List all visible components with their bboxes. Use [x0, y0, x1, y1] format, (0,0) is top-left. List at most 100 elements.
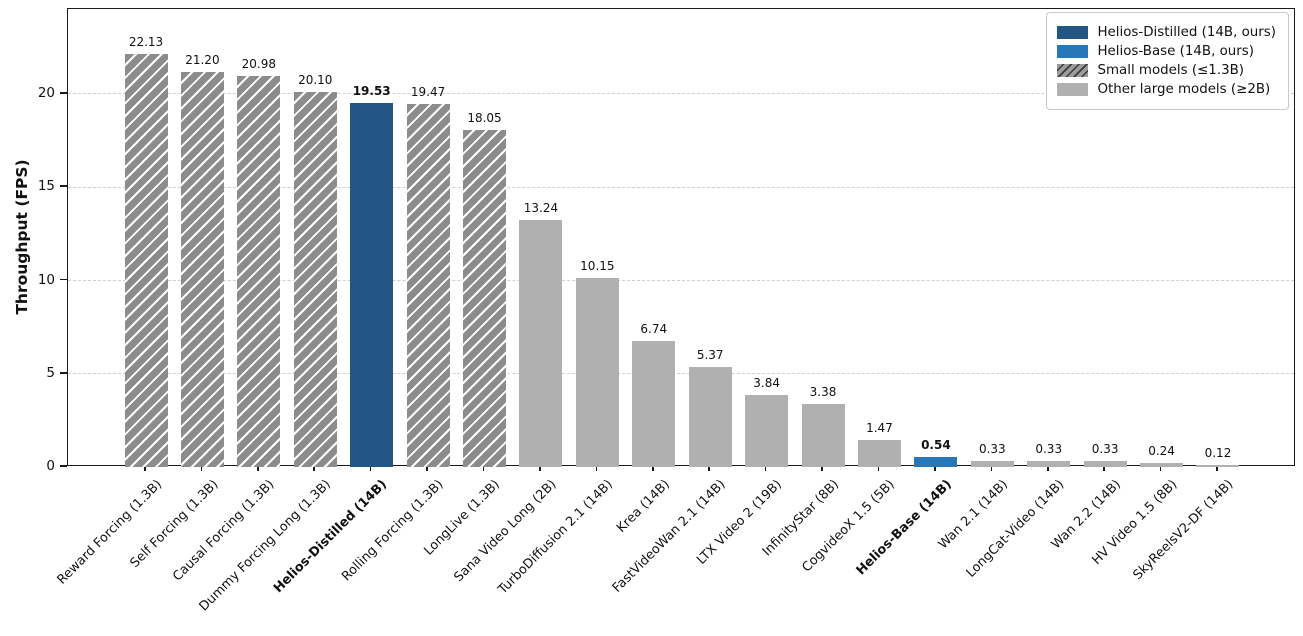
legend-swatch-distilled: [1057, 26, 1089, 39]
x-tick-mark: [200, 466, 203, 471]
legend: Helios-Distilled (14B, ours) Helios-Base …: [1046, 12, 1289, 110]
bar-value-label: 20.10: [298, 73, 333, 88]
legend-row: Helios-Base (14B, ours): [1057, 44, 1276, 59]
bar-value-label: 21.20: [185, 52, 220, 67]
x-tick-mark: [1159, 466, 1162, 471]
x-tick-mark: [990, 466, 993, 471]
bar-value-label: 19.53: [352, 83, 391, 98]
x-tick-mark: [821, 466, 823, 471]
legend-label: Small models (≤1.3B): [1097, 63, 1245, 78]
bar-helios-base-14b: [914, 456, 958, 467]
x-tick-mark: [934, 466, 936, 471]
bar-value-label: 5.37: [696, 347, 724, 362]
bar-value-label: 20.98: [241, 56, 276, 71]
legend-label: Helios-Base (14B, ours): [1097, 44, 1254, 59]
bar-sana-video-long-2b: [519, 220, 563, 467]
bar-turbodiffusion-2-1-14b: [575, 277, 619, 467]
legend-row: Other large models (≥2B): [1057, 82, 1276, 97]
legend-swatch-plain: [1057, 83, 1089, 96]
y-axis-title: Throughput (FPS): [13, 159, 31, 315]
bar-cogvideox-1-5-5b: [857, 439, 901, 467]
x-tick-label: Krea (14B): [613, 477, 673, 536]
bar-krea-14b: [632, 341, 676, 467]
x-tick-mark: [764, 466, 767, 471]
gridline-y5: [68, 373, 1294, 375]
x-tick-label: Helios-Distilled (14B): [271, 477, 391, 597]
bar-wan-2-1-14b: [970, 460, 1014, 467]
bar-value-label: 10.15: [580, 258, 615, 273]
x-tick-mark: [257, 466, 259, 471]
x-tick-mark: [877, 466, 880, 471]
y-tick-mark: [60, 92, 67, 94]
bar-reward-forcing-1-3b: [124, 54, 168, 467]
bar-value-label: 3.84: [753, 376, 780, 391]
bar-value-label: 0.24: [1148, 443, 1175, 458]
legend-row: Small models (≤1.3B): [1057, 63, 1276, 78]
x-tick-label: CogvideoX 1.5 (5B): [799, 477, 899, 576]
x-tick-label: LongCat-Video (14B): [963, 477, 1068, 581]
legend-label: Other large models (≥2B): [1097, 82, 1271, 97]
y-tick-mark: [60, 465, 67, 467]
x-tick-label: Sana Video Long (2B): [451, 477, 560, 586]
legend-swatch-hatched: [1057, 64, 1089, 77]
bar-value-label: 1.47: [866, 420, 893, 435]
legend-label: Helios-Distilled (14B, ours): [1097, 25, 1276, 40]
bar-value-label: 0.12: [1204, 445, 1232, 460]
y-tick-label: 0: [46, 458, 55, 474]
bar-value-label: 3.38: [809, 384, 837, 399]
x-tick-mark: [426, 466, 428, 471]
bar-value-label: 0.54: [921, 437, 951, 452]
x-tick-mark: [595, 466, 598, 471]
bar-value-label: 6.74: [640, 322, 668, 337]
x-tick-mark: [1046, 466, 1049, 471]
bar-value-label: 22.13: [128, 35, 164, 50]
bar-value-label: 0.33: [978, 441, 1006, 456]
x-tick-mark: [313, 466, 316, 471]
legend-swatch-base: [1057, 45, 1089, 58]
bar-self-forcing-1-3b: [180, 71, 224, 467]
gridline-y10: [68, 279, 1294, 281]
x-tick-mark: [369, 466, 372, 471]
gridline-y15: [68, 186, 1294, 188]
y-tick-mark: [60, 278, 67, 281]
y-tick-label: 15: [37, 178, 55, 195]
bar-causal-forcing-1-3b: [237, 75, 281, 467]
gridline-y20: [68, 93, 1294, 95]
bar-wan-2-2-14b: [1083, 460, 1127, 467]
x-tick-label: SkyReelsV2-DF (14B): [1130, 477, 1237, 583]
bar-fastvideowan-2-1-14b: [688, 366, 732, 467]
legend-row: Helios-Distilled (14B, ours): [1057, 25, 1276, 40]
bar-value-label: 0.33: [1035, 441, 1063, 456]
x-tick-mark: [651, 466, 654, 471]
bar-ltx-video-2-19b: [745, 395, 789, 467]
y-tick-mark: [60, 185, 67, 188]
bar-dummy-forcing-long-1-3b: [293, 92, 337, 467]
x-tick-mark: [482, 466, 485, 471]
x-tick-label: Rolling Forcing (1.3B): [339, 477, 447, 585]
bar-value-label: 13.24: [523, 201, 559, 216]
bar-value-label: 18.05: [467, 111, 502, 126]
x-tick-label: TurboDiffusion 2.1 (14B): [495, 477, 616, 598]
bar-longlive-1-3b: [463, 130, 507, 467]
y-tick-label: 5: [46, 364, 55, 381]
y-tick-label: 20: [37, 85, 55, 101]
bar-rolling-forcing-1-3b: [406, 103, 450, 467]
y-tick-mark: [60, 371, 67, 374]
x-tick-label: Reward Forcing (1.3B): [53, 477, 165, 588]
bar-skyreelsv2-df-14b: [1196, 464, 1240, 467]
x-tick-label: Helios-Base (14B): [853, 477, 955, 579]
bar-value-label: 19.47: [410, 84, 446, 99]
y-tick-label: 10: [37, 271, 55, 288]
bar-value-label: 0.33: [1091, 441, 1119, 456]
x-tick-mark: [144, 466, 146, 471]
x-tick-mark: [1103, 466, 1105, 471]
x-tick-mark: [539, 466, 541, 471]
bar-longcat-video-14b: [1027, 460, 1071, 467]
bar-infinitystar-8b: [801, 403, 845, 467]
x-tick-mark: [1216, 466, 1218, 471]
bar-helios-distilled-14b: [350, 102, 394, 467]
bar-hv-video-1-5-8b: [1140, 462, 1184, 467]
x-tick-label: FastVideoWan 2.1 (14B): [610, 477, 729, 596]
x-tick-mark: [708, 466, 710, 471]
